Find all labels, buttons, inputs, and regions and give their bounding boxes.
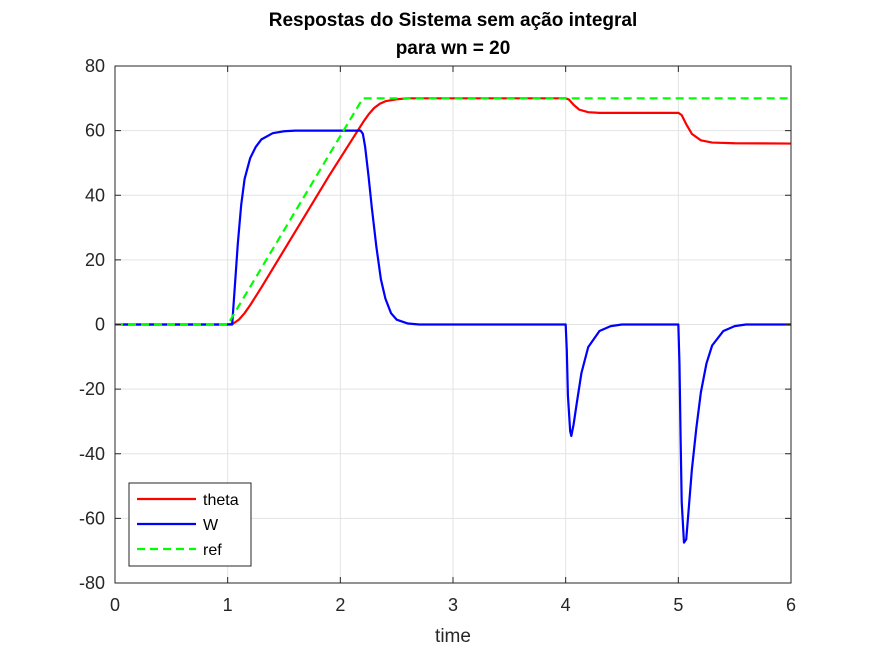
x-tick-label: 3 [448,595,458,615]
chart-title-line-2: para wn = 20 [396,38,511,59]
x-tick-label: 0 [110,595,120,615]
y-tick-label: -60 [79,508,105,528]
y-tick-label: 40 [85,185,105,205]
legend-label-theta: theta [203,492,239,509]
legend-label-ref: ref [203,542,222,559]
legend-label-w: W [203,517,219,534]
series-line-theta [115,97,792,326]
series-line-ref [115,97,791,326]
x-tick-label: 5 [673,595,683,615]
y-tick-label: 0 [95,315,105,335]
y-tick-label: -20 [79,379,105,399]
x-tick-label: 4 [561,595,571,615]
y-tick-label: -40 [79,444,105,464]
x-tick-label: 2 [335,595,345,615]
y-tick-label: -80 [79,573,105,593]
y-tick-label: 20 [85,250,105,270]
y-tick-label: 80 [85,56,105,76]
chart-title-line-1: Respostas do Sistema sem ação integral [269,10,638,31]
x-tick-label: 6 [786,595,796,615]
series-line-w [115,129,791,544]
y-tick-label: 60 [85,121,105,141]
x-tick-label: 1 [223,595,233,615]
x-axis-label: time [435,626,471,647]
